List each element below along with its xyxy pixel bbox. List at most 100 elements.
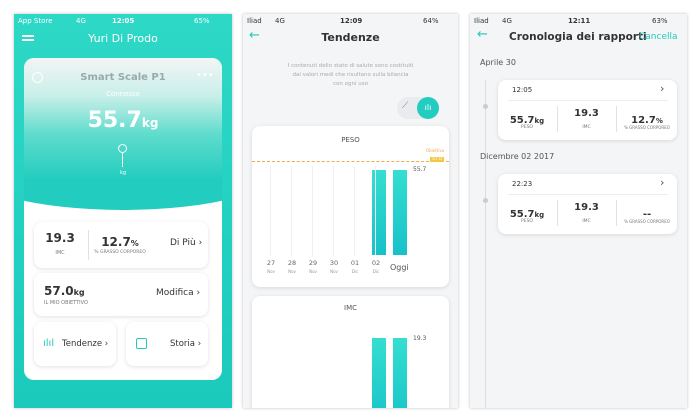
fat-label: % GRASSO CORPOREO <box>624 219 670 224</box>
trends-button[interactable]: ılıl Tendenze › <box>34 322 116 366</box>
goal-edit-text: Modifica <box>156 288 194 298</box>
entry-card[interactable]: 22:23 › 55.7kg PESO 19.3 IMC --% GRASSO CORPOR… <box>498 174 677 234</box>
stats-card[interactable]: 19.3 IMC 12.7% % GRASSO CORPOREO Di Più … <box>34 222 208 268</box>
weight-value: 55.7 <box>509 209 535 220</box>
weight-label: PESO <box>521 125 533 130</box>
history-text: Storia › <box>170 339 202 349</box>
back-arrow[interactable]: ← <box>477 27 488 42</box>
goal-card[interactable]: 57.0kg IL MIO OBIETTIVO Modifica › <box>34 273 208 316</box>
status-time: 12:11 <box>568 17 591 25</box>
screen-title: Tendenze <box>321 31 380 44</box>
trends-label: Tendenze <box>62 339 103 349</box>
weight-unit: kg <box>534 211 545 219</box>
more-icon[interactable]: ••• <box>196 70 214 81</box>
history-icon <box>136 338 147 349</box>
clear-button[interactable]: Cancella <box>639 32 678 42</box>
fat: 12.7% <box>90 231 150 250</box>
month-label: Dic <box>372 269 380 274</box>
day-label: 29 <box>308 259 318 267</box>
separator <box>616 200 617 226</box>
fat-label: % GRASSO CORPOREO <box>94 250 146 255</box>
bar <box>393 338 407 408</box>
timeline-dot <box>483 104 488 109</box>
day-label: 27 <box>266 259 276 267</box>
weight-unit: kg <box>534 117 545 125</box>
more-text: Di Più <box>170 238 196 248</box>
day-label: 28 <box>287 259 297 267</box>
description-line: I contenuti dello stato di salute sono c… <box>287 63 414 69</box>
section-date: Aprile 30 <box>480 58 516 67</box>
bmi-value: 19.3 <box>574 108 599 119</box>
day-label: 02 <box>371 259 381 267</box>
view-toggle[interactable]: ⟋ ılı <box>397 97 439 119</box>
history-label: Storia <box>170 339 195 349</box>
bmi-chart: IMC 19.3 <box>252 296 449 408</box>
back-arrow[interactable]: ← <box>249 28 260 43</box>
fat-value: -- <box>642 209 652 220</box>
month-label: Nov <box>267 269 275 274</box>
separator <box>557 106 558 132</box>
line-view-icon[interactable]: ⟋ <box>402 101 409 111</box>
goal-label: IL MIO OBIETTIVO <box>44 300 88 306</box>
history-screen: Iliad 4G 12:11 63% ← Cronologia dei rapp… <box>470 14 687 408</box>
status-network: 4G <box>76 17 86 25</box>
device-name: Smart Scale P1 <box>80 72 166 83</box>
grid-line <box>354 166 355 256</box>
home-screen: App Store 4G 12:05 65% Yuri Di Prodo Sma… <box>14 14 232 408</box>
separator <box>616 106 617 132</box>
weight-chart: PESO Obiettivo 57.0 55.7 27 Nov 28 Nov 29 Nov… <box>252 126 449 287</box>
goal-line <box>252 161 449 162</box>
section-date: Dicembre 02 2017 <box>480 152 555 161</box>
grid-line <box>312 166 313 256</box>
month-label: Nov <box>309 269 317 274</box>
status-network: 4G <box>502 17 512 25</box>
weight-value: 55.7 <box>87 108 142 133</box>
entry-card[interactable]: 12:05 › 55.7kg PESO 19.3 IMC 12.7%% GRASSO COR… <box>498 80 677 140</box>
divider <box>508 194 668 195</box>
status-network: 4G <box>275 17 285 25</box>
dial <box>24 58 222 210</box>
help-icon[interactable] <box>32 72 43 83</box>
menu-icon[interactable] <box>22 35 34 37</box>
description-line: con ogni uso <box>333 81 368 87</box>
status-time: 12:05 <box>112 17 135 25</box>
bar-value: 19.3 <box>413 335 427 342</box>
chevron[interactable]: › <box>660 176 665 189</box>
status-battery: 63% <box>652 17 668 25</box>
bmi-label: IMC <box>55 250 65 256</box>
goal-value: 57.0 <box>44 284 74 298</box>
entry-time: 12:05 <box>512 86 533 94</box>
grid-line <box>333 166 334 256</box>
bmi-label: IMC <box>582 125 591 130</box>
more-link[interactable]: Di Più › <box>170 238 203 248</box>
day-label: 30 <box>329 259 339 267</box>
status-carrier: Iliad <box>474 17 489 25</box>
device-state: Connesso <box>106 90 140 98</box>
bar-view-icon[interactable]: ılı <box>417 97 439 119</box>
grid-line <box>270 166 271 256</box>
dial-needle <box>118 144 127 153</box>
divider <box>508 100 668 101</box>
goal-unit: kg <box>73 288 85 297</box>
status-battery: 65% <box>194 17 210 25</box>
chart-label: IMC <box>344 304 357 312</box>
history-button[interactable]: Storia › <box>126 322 208 366</box>
dial-needle-stem <box>122 153 123 167</box>
entry-weight: 55.7kg <box>498 108 556 127</box>
entry-weight: 55.7kg <box>498 202 556 221</box>
chevron[interactable]: › <box>660 82 665 95</box>
bar <box>372 338 386 408</box>
status-time: 12:09 <box>340 17 363 25</box>
separator <box>557 200 558 226</box>
fat-value: 12.7 <box>631 115 656 126</box>
status-battery: 64% <box>423 17 439 25</box>
trends-text: Tendenze › <box>62 339 109 349</box>
bmi-value: 19.3 <box>45 231 75 245</box>
bar <box>393 170 407 255</box>
device-card: Smart Scale P1 ••• Connesso 55.7kg kg 19… <box>24 58 222 380</box>
grid-line <box>291 166 292 256</box>
fat-unit: % <box>130 239 139 248</box>
status-carrier: App Store <box>18 17 53 25</box>
goal-edit[interactable]: Modifica › <box>156 288 201 298</box>
